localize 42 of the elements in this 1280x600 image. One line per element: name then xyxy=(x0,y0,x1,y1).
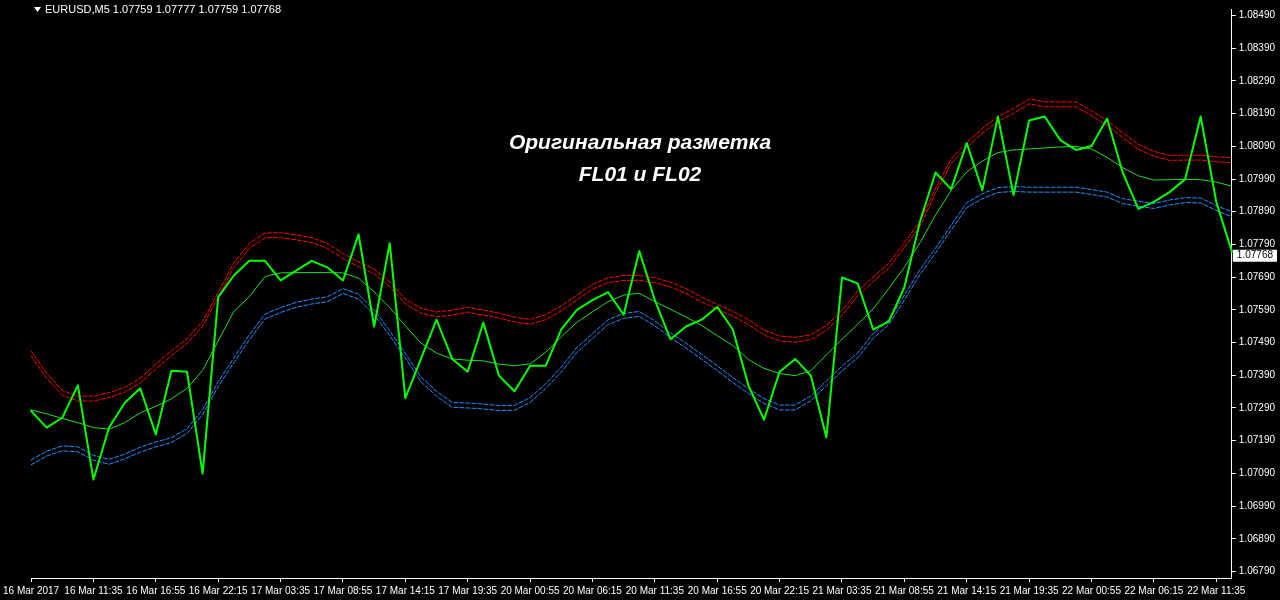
x-tick-label: 22 Mar 11:35 xyxy=(1187,584,1246,596)
chart-title: EURUSD,M5 1.07759 1.07777 1.07759 1.07768 xyxy=(45,3,282,15)
x-tick-label: 20 Mar 16:55 xyxy=(687,584,748,596)
x-tick-label: 21 Mar 19:35 xyxy=(999,584,1060,596)
x-tick-label: 20 Mar 06:15 xyxy=(563,584,623,596)
x-tick-label: 20 Mar 22:15 xyxy=(750,584,810,596)
y-tick-label: 1.07790 xyxy=(1238,238,1276,250)
y-tick-label: 1.06890 xyxy=(1238,532,1276,544)
x-tick-label: 16 Mar 16:55 xyxy=(126,584,186,596)
x-tick-label: 21 Mar 03:35 xyxy=(812,584,872,596)
text: 1.07768 xyxy=(1236,249,1274,261)
y-tick-label: 1.07090 xyxy=(1238,467,1276,479)
x-tick-label: 21 Mar 08:55 xyxy=(874,584,935,596)
y-tick-label: 1.07190 xyxy=(1238,434,1276,446)
x-tick-label: 16 Mar 11:35 xyxy=(64,584,123,596)
x-tick-label: 20 Mar 11:35 xyxy=(625,584,685,596)
x-tick-label: 17 Mar 08:55 xyxy=(313,584,373,596)
y-tick-label: 1.08290 xyxy=(1238,74,1276,86)
x-tick-label: 22 Mar 00:55 xyxy=(1062,584,1122,596)
x-tick-label: 17 Mar 14:15 xyxy=(375,584,436,596)
x-tick-label: 17 Mar 19:35 xyxy=(438,584,498,596)
y-tick-label: 1.07490 xyxy=(1238,336,1276,348)
y-tick-label: 1.07590 xyxy=(1238,303,1276,315)
x-tick-label: 20 Mar 00:55 xyxy=(500,584,560,596)
y-tick-label: 1.08390 xyxy=(1238,41,1276,53)
x-tick-label: 21 Mar 14:15 xyxy=(937,584,997,596)
x-tick-label: 16 Mar 22:15 xyxy=(188,584,249,596)
y-tick-label: 1.08090 xyxy=(1238,140,1276,152)
annotation: FL01 и FL02 xyxy=(577,161,703,187)
x-tick-label: 16 Mar 2017 xyxy=(3,584,60,596)
y-tick-label: 1.08190 xyxy=(1238,107,1276,119)
y-tick-label: 1.08490 xyxy=(1238,9,1276,21)
y-tick-label: 1.07890 xyxy=(1238,205,1276,217)
annotation: Оригинальная разметка xyxy=(507,129,773,155)
y-tick-label: 1.07390 xyxy=(1238,369,1276,380)
y-tick-label: 1.07690 xyxy=(1238,270,1276,282)
y-tick-label: 1.07990 xyxy=(1238,172,1276,184)
x-tick-label: 17 Mar 03:35 xyxy=(251,584,311,596)
x-tick-label: 22 Mar 06:15 xyxy=(1124,584,1184,596)
y-tick-label: 1.07290 xyxy=(1238,401,1276,413)
y-tick-label: 1.06990 xyxy=(1238,499,1276,511)
y-tick-label: 1.06790 xyxy=(1238,565,1276,577)
